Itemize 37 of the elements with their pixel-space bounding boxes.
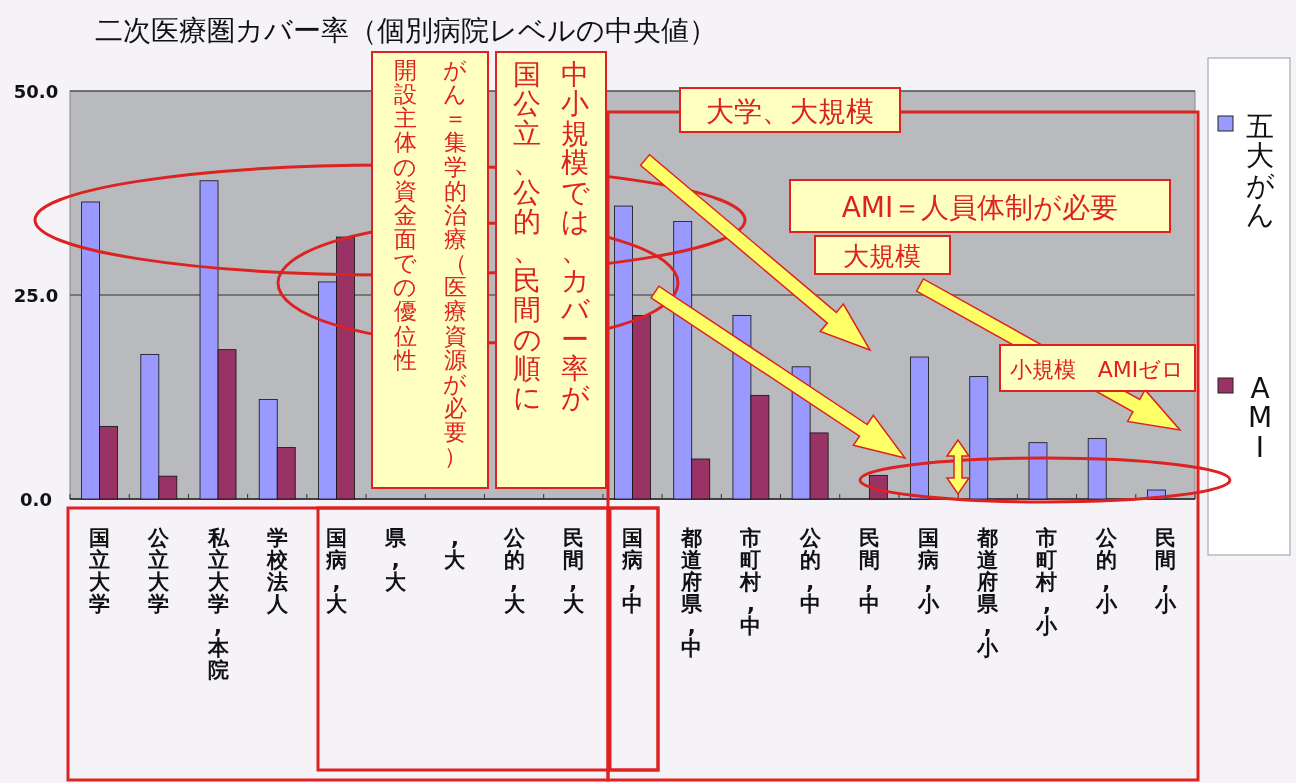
annotation: 大規模 [843, 241, 921, 271]
x-tick-label: 公的,小 [1094, 526, 1118, 617]
x-tick-label: 市町村,小 [1035, 526, 1059, 639]
bar [1028, 442, 1048, 500]
annotation: 小規模 AMIゼロ [1009, 357, 1185, 382]
y-tick-label: 25.0 [13, 285, 59, 306]
bar [1087, 438, 1107, 500]
x-tick-label: 公立大学 [147, 526, 171, 617]
x-tick-label: 県,大 [384, 526, 408, 595]
legend-label: AMI [1247, 372, 1273, 464]
text: 開設主体の資金面での優位性 [393, 57, 417, 373]
x-tick-label: 市町村,中 [739, 526, 762, 639]
annotation: 大学、大規模 [706, 95, 874, 128]
x-tick-label: 公的,大 [502, 526, 526, 617]
x-tick-label: 民間,中 [858, 526, 880, 617]
x-tick-label: 都道府県,小 [976, 526, 1000, 661]
x-tick-label: 私立大学,本院 [206, 526, 230, 683]
text: がん＝集学的治療（医療資源が必要） [443, 57, 467, 470]
x-tick-label: ,大 [444, 526, 467, 573]
bar [969, 376, 989, 500]
y-tick-label: 50.0 [13, 81, 59, 102]
x-tick-label: 民間,大 [562, 526, 585, 617]
bar [910, 356, 929, 500]
legend-label: 五大がん [1245, 110, 1275, 232]
x-tick-label: 民間,小 [1153, 526, 1177, 617]
text: 国公立、公的、民間の順に [512, 58, 542, 415]
x-tick-label: 公的,中 [798, 526, 822, 617]
annotation: AMI＝人員体制が必要 [841, 191, 1119, 224]
x-tick-label: 国立大学 [88, 526, 112, 617]
x-tick-label: 都道府県,中 [680, 526, 704, 661]
x-tick-label: 国病,大 [324, 526, 348, 617]
x-tick-label: 国病,中 [621, 526, 643, 617]
y-tick-label: 0.0 [20, 489, 52, 510]
text: 中小規模では、カバー率が [560, 58, 590, 415]
x-tick-label: 国病,小 [917, 526, 941, 617]
chart-title: 二次医療圏カバー率（個別病院レベルの中央値） [95, 14, 717, 47]
x-tick-label: 学校法人 [265, 526, 289, 617]
